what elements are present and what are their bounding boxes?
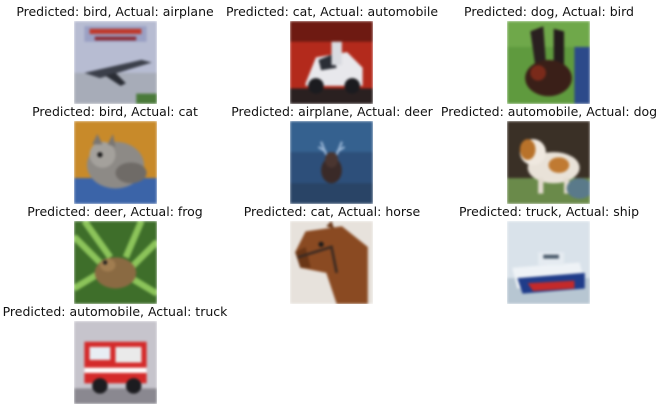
title-10: Predicted: automobile, Actual: truck [2,304,228,319]
image-frog [74,221,157,304]
image-dog [507,121,590,204]
image-airplane [74,21,157,104]
image-ship [507,221,590,304]
title-2: Predicted: cat, Actual: automobile [225,4,439,19]
title-1: Predicted: bird, Actual: airplane [16,4,214,19]
title-8: Predicted: cat, Actual: horse [243,204,421,219]
title-6: Predicted: automobile, Actual: dog [440,104,658,119]
image-bird [507,21,590,104]
title-3: Predicted: dog, Actual: bird [464,4,634,19]
image-truck [74,321,157,404]
image-horse [290,221,373,304]
image-deer [290,121,373,204]
title-4: Predicted: bird, Actual: cat [32,104,198,119]
title-9: Predicted: truck, Actual: ship [458,204,640,219]
image-automobile [290,21,373,104]
title-5: Predicted: airplane, Actual: deer [231,104,433,119]
title-7: Predicted: deer, Actual: frog [27,204,203,219]
image-cat [74,121,157,204]
